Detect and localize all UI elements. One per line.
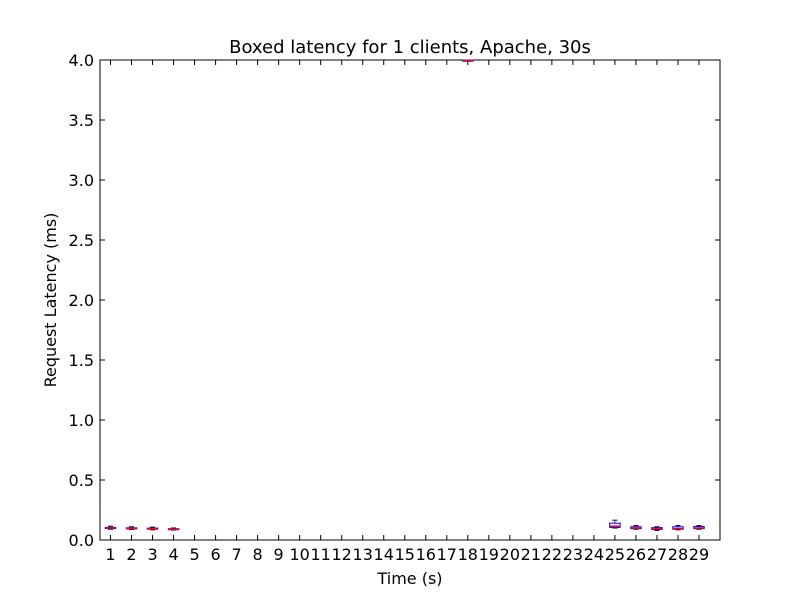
box-plot [609,519,621,529]
y-tick-label: 0.5 [69,471,94,490]
box-plot [651,526,663,531]
x-axis-label: Time (s) [376,569,442,588]
x-tick-label: 26 [626,545,646,564]
x-axis: 1 2 3 4 5 6 7 8 9 10 11 12 13 14 15 16 17 18 19 20 21 22 23 24 2… [105,60,709,564]
x-tick-label: 14 [374,545,394,564]
x-tick-label: 12 [332,545,352,564]
x-tick-label: 20 [500,545,520,564]
x-tick-label: 16 [416,545,436,564]
x-tick-label: 3 [147,545,157,564]
x-tick-label: 1 [105,545,115,564]
y-tick-label: 2.5 [69,231,94,250]
x-tick-label: 8 [253,545,263,564]
y-tick-label: 2.0 [69,291,94,310]
x-tick-label: 10 [289,545,309,564]
box [609,522,621,528]
x-tick-label: 21 [521,545,541,564]
x-tick-label: 17 [437,545,457,564]
x-tick-label: 28 [668,545,688,564]
box-series [104,59,705,531]
box-plot [693,525,705,530]
box-plot [167,527,180,531]
x-tick-label: 9 [274,545,284,564]
y-tick-label: 4.0 [69,51,94,70]
box-plot [462,59,474,62]
chart-title: Boxed latency for 1 clients, Apache, 30s [229,37,591,58]
x-tick-label: 25 [605,545,625,564]
x-tick-label: 22 [542,545,562,564]
y-tick-label: 0.0 [69,531,94,550]
x-tick-label: 5 [189,545,199,564]
x-tick-label: 29 [689,545,709,564]
x-tick-label: 11 [310,545,330,564]
x-tick-label: 19 [479,545,499,564]
y-tick-label: 3.0 [69,171,94,190]
y-axis: 0.0 0.5 1.0 1.5 2.0 2.5 3.0 3.5 4.0 [69,51,720,550]
box-plot [146,526,159,531]
x-tick-label: 27 [647,545,667,564]
x-tick-label: 13 [353,545,373,564]
x-tick-label: 6 [210,545,220,564]
y-axis-label: Request Latency (ms) [41,213,60,388]
x-tick-label: 15 [395,545,415,564]
y-tick-label: 3.5 [69,111,94,130]
plot-frame [99,59,721,541]
x-tick-label: 7 [232,545,242,564]
x-tick-label: 2 [126,545,136,564]
box-plot [630,525,642,530]
x-tick-label: 18 [458,545,478,564]
box-plot [672,525,684,531]
y-tick-label: 1.0 [69,411,94,430]
plot-area [99,59,721,541]
x-tick-label: 23 [563,545,583,564]
x-tick-label: 4 [168,545,178,564]
box-plot [125,526,138,530]
y-tick-label: 1.5 [69,351,94,370]
box-plot [104,525,117,530]
x-tick-label: 24 [584,545,604,564]
